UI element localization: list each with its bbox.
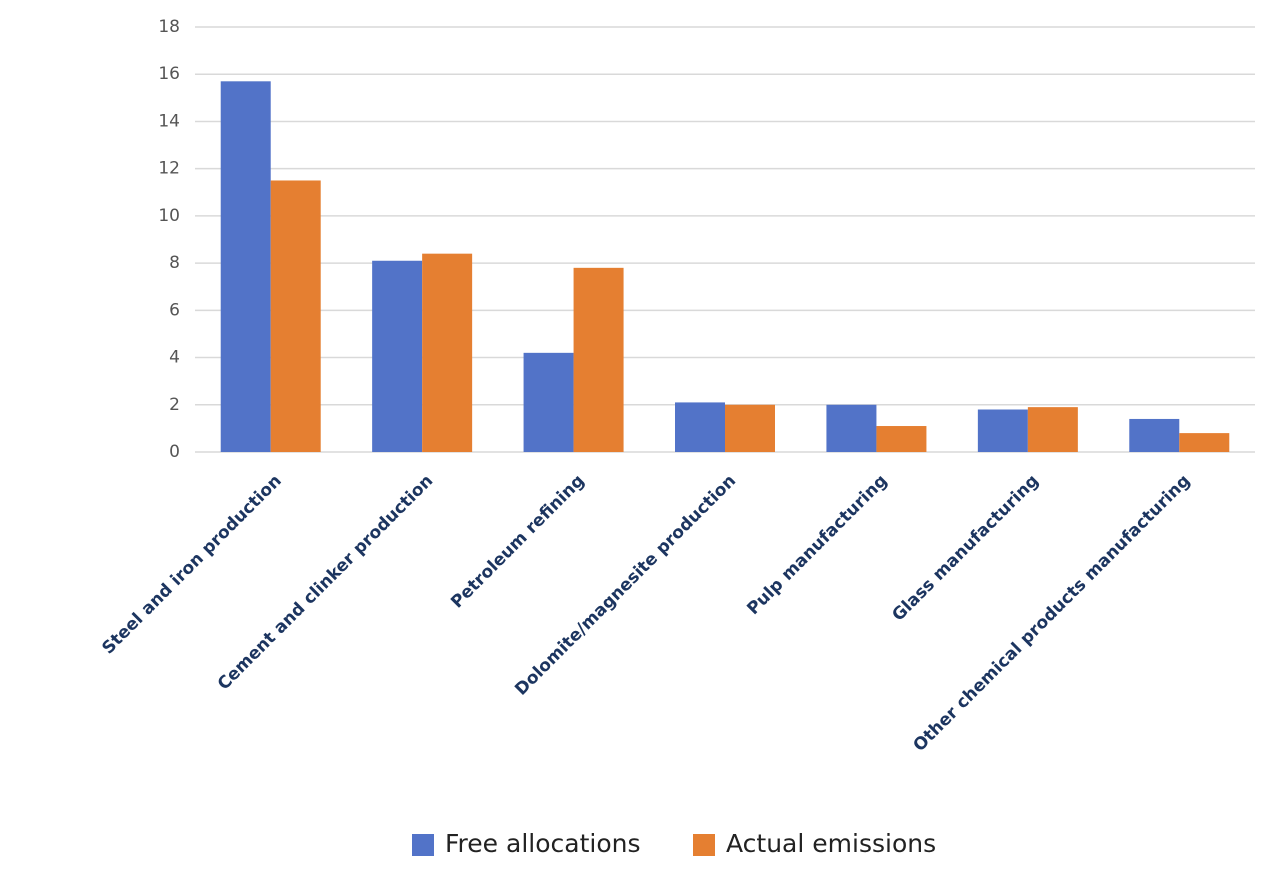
y-tick-label: 6 xyxy=(169,300,180,320)
y-tick-label: 0 xyxy=(169,442,180,462)
bar xyxy=(372,260,423,452)
y-tick-label: 12 xyxy=(158,159,180,179)
legend-swatch xyxy=(693,834,715,856)
bar xyxy=(523,352,574,452)
bar xyxy=(1027,407,1078,452)
bar xyxy=(1129,418,1180,452)
x-tick-label: Glass manufacturing xyxy=(888,471,1042,625)
bar xyxy=(270,180,321,452)
bar xyxy=(977,409,1028,452)
legend-swatch xyxy=(412,834,434,856)
y-tick-label: 4 xyxy=(169,348,180,368)
bar xyxy=(826,404,877,452)
legend-label: Actual emissions xyxy=(726,829,936,858)
bar xyxy=(422,253,473,452)
y-tick-label: 16 xyxy=(158,64,180,84)
bar xyxy=(1179,433,1230,452)
x-tick-label: Other chemical products manufacturing xyxy=(909,471,1194,756)
bar xyxy=(675,402,725,452)
y-tick-label: 2 xyxy=(169,395,180,415)
bar xyxy=(876,426,927,452)
legend-label: Free allocations xyxy=(445,829,640,858)
y-tick-label: 18 xyxy=(158,17,180,37)
bar xyxy=(725,404,775,452)
bar xyxy=(220,81,271,453)
y-tick-label: 14 xyxy=(158,111,180,131)
x-tick-label: Steel and iron production xyxy=(98,471,285,658)
bar xyxy=(573,267,624,452)
y-tick-label: 10 xyxy=(158,206,180,226)
x-tick-label: Petroleum refining xyxy=(447,471,588,612)
x-tick-label: Pulp manufacturing xyxy=(743,471,891,619)
y-tick-label: 8 xyxy=(169,253,180,273)
